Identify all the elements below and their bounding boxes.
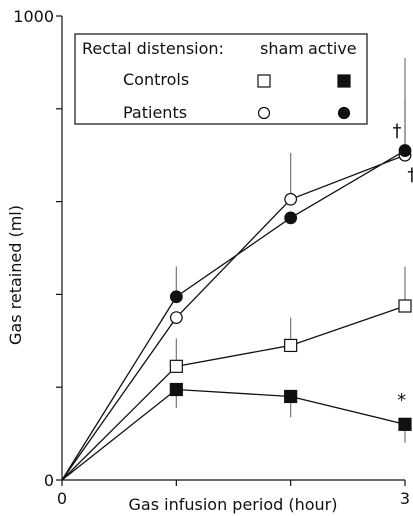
legend-row-controls: Controls bbox=[123, 70, 189, 89]
legend-patients-sham-marker bbox=[257, 106, 271, 120]
legend-col-active: active bbox=[308, 39, 357, 58]
legend-box bbox=[74, 33, 368, 125]
series-line bbox=[61, 388, 406, 481]
data-point bbox=[284, 192, 298, 206]
data-point bbox=[169, 311, 183, 325]
y-tick-label: 0 bbox=[44, 471, 54, 490]
data-point bbox=[284, 389, 298, 404]
series-line bbox=[61, 154, 406, 481]
data-point bbox=[398, 417, 412, 431]
x-axis-label: Gas infusion period (hour) bbox=[129, 495, 338, 514]
plot-area: † † * bbox=[61, 57, 413, 481]
series-markers bbox=[169, 382, 412, 431]
legend-col-sham: sham bbox=[260, 39, 304, 58]
data-point bbox=[169, 359, 183, 373]
series-line bbox=[61, 305, 406, 481]
data-point bbox=[169, 290, 183, 304]
y-tick-label: 1000 bbox=[13, 7, 54, 26]
data-point bbox=[284, 211, 298, 225]
annotation: * bbox=[397, 390, 406, 411]
annotation: † bbox=[407, 165, 413, 186]
legend-row-patients: Patients bbox=[123, 103, 187, 122]
data-point bbox=[169, 382, 183, 397]
x-tick-label: 3 bbox=[400, 489, 410, 508]
y-axis-label: Gas retained (ml) bbox=[6, 205, 25, 345]
series-markers bbox=[169, 144, 412, 304]
series-line bbox=[61, 149, 406, 481]
data-point bbox=[398, 299, 412, 313]
legend-controls-sham-marker bbox=[257, 74, 271, 88]
legend-controls-active-marker bbox=[337, 74, 351, 88]
y-ticks: 0 1000 bbox=[13, 7, 62, 490]
data-point bbox=[398, 144, 412, 157]
x-tick-label: 0 bbox=[57, 489, 67, 508]
annotation: † bbox=[392, 121, 401, 142]
series-markers bbox=[169, 299, 412, 373]
data-point bbox=[284, 338, 298, 353]
legend-header: Rectal distension: bbox=[82, 39, 224, 58]
legend: Rectal distension: sham active Controls … bbox=[74, 33, 368, 125]
legend-patients-active-marker bbox=[337, 106, 351, 120]
